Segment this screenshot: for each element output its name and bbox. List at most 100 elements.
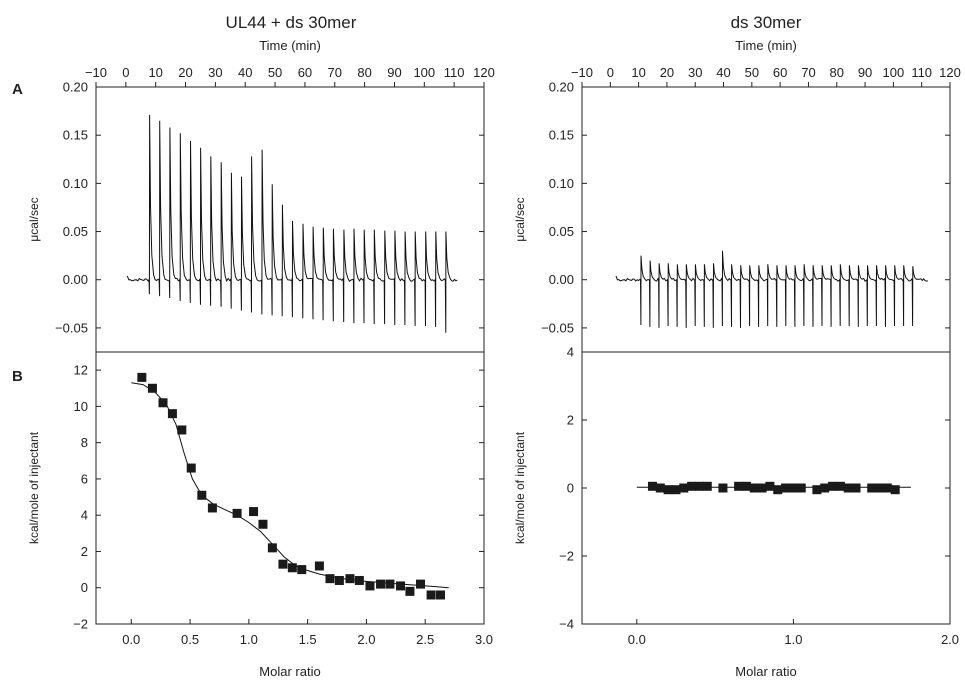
- panel-a-right-xtick-label: 40: [716, 65, 730, 80]
- panel-a-right-ytick-label: 0.05: [549, 224, 574, 239]
- panel-a-right-xtick-label: 70: [801, 65, 815, 80]
- panel-b-left-data-point: [177, 425, 187, 435]
- panel-a-left-xtick-label: 110: [444, 65, 465, 80]
- panel-b-left-data-point: [314, 561, 324, 571]
- panel-a-left-xtick-label: −10: [85, 65, 107, 80]
- panel-a-left-xtick-label: 40: [238, 65, 252, 80]
- panel-b-left-data-point: [167, 409, 177, 419]
- panel-a-left-ytick-label: −0.05: [55, 320, 88, 335]
- panel-a-left-ytick-label: 0.00: [63, 272, 88, 287]
- panel-b-right-data-point: [749, 483, 759, 493]
- panel-a-right-xtick-label: 20: [660, 65, 674, 80]
- panel-b-right-data-point: [679, 483, 689, 493]
- panel-b-right-data-point: [820, 483, 830, 493]
- panel-b-right-data-point: [788, 483, 798, 493]
- panel-b-left-ytick-label: 12: [74, 363, 88, 378]
- panel-b-left-data-point: [345, 574, 355, 584]
- panel-b-left-ytick-label: −2: [73, 617, 88, 632]
- panel-b-left-data-point: [435, 590, 445, 600]
- panel-a-right-ytick-label: −0.05: [541, 320, 574, 335]
- panel-b-right-data-point: [828, 481, 838, 491]
- panel-b-right-data-point: [741, 481, 751, 491]
- panel-b-right-data-point: [671, 485, 681, 495]
- panel-b-left-data-point: [197, 490, 207, 500]
- panel-b-left-data-point: [186, 463, 196, 473]
- panel-a-left-ytick-label: 0.15: [63, 128, 88, 143]
- panel-b-left-data-point: [385, 579, 395, 589]
- panel-b-right-data-point: [882, 483, 892, 493]
- panel-b-left-xtick-label: 2.5: [416, 632, 434, 647]
- panel-b-left-data-point: [278, 559, 288, 569]
- panel-b-right-data-point: [663, 485, 673, 495]
- panel-a-left-xtick-label: 60: [298, 65, 312, 80]
- panel-a-left-xtick-label: 30: [208, 65, 222, 80]
- panel-b-left-fit-curve: [131, 382, 449, 589]
- panel-a-right-thermogram-trace: [615, 250, 928, 328]
- panel-b-left-ytick-label: 6: [81, 471, 88, 486]
- panel-b-left-ytick-label: 0: [81, 580, 88, 595]
- panel-b-left-xtick-label: 0.0: [122, 632, 140, 647]
- panel-b-right-ylabel: kcal/mole of injectant: [513, 431, 527, 544]
- panel-b-right-xtick-label: 0.0: [628, 632, 646, 647]
- panel-b-left-data-point: [376, 579, 386, 589]
- panel-b-left-data-point: [334, 575, 344, 585]
- panel-b-left-ytick-label: 4: [81, 508, 88, 523]
- panel-a-right-xtick-label: 100: [883, 65, 905, 80]
- panel-b-left-data-point: [232, 508, 242, 518]
- right-column-title: ds 30mer: [731, 13, 802, 32]
- panel-b-left-xtick-label: 0.5: [181, 632, 199, 647]
- panel-b-right-data-point: [773, 485, 783, 495]
- panel-b-right-data-point: [890, 485, 900, 495]
- panel-b-right-data-point: [694, 481, 704, 491]
- panel-a-left-xtick-label: 10: [148, 65, 162, 80]
- panel-b-right-data-point: [835, 481, 845, 491]
- panel-a-right-ytick-label: 0.15: [549, 128, 574, 143]
- panel-b-right-ytick-label: −4: [559, 617, 574, 632]
- panel-b-left-frame: [95, 351, 485, 625]
- panel-a-left-xtick-label: 100: [413, 65, 435, 80]
- panel-a-right-xtick-label: 60: [773, 65, 787, 80]
- panel-a-right-xtick-label: 0: [607, 65, 614, 80]
- panel-b-right-ytick-label: 4: [567, 345, 574, 360]
- panel-b-right-ytick-label: 0: [567, 481, 574, 496]
- panel-b-right-data-point: [875, 483, 885, 493]
- panel-b-right-data-point: [702, 481, 712, 491]
- panel-b-right-data-point: [647, 481, 657, 491]
- panel-b-left-data-point: [158, 398, 168, 408]
- panel-b-left-ytick-label: 2: [81, 544, 88, 559]
- panel-a-right-ytick-label: 0.10: [549, 176, 574, 191]
- panel-b-right-data-point: [757, 483, 767, 493]
- panel-b-left-data-point: [416, 579, 426, 589]
- panel-b-right-data-point: [734, 481, 744, 491]
- panel-b-right-xtick-label: 2.0: [941, 632, 959, 647]
- panel-b-right-data-point: [687, 481, 697, 491]
- panel-b-left-data-point: [297, 565, 307, 575]
- panel-label-a: A: [12, 81, 23, 98]
- panel-a-right-xtick-label: 120: [939, 65, 961, 80]
- panel-b-right-data-point: [843, 483, 853, 493]
- panel-b-left-xlabel: Molar ratio: [259, 664, 320, 679]
- panel-b-right-data-point: [812, 485, 822, 495]
- panel-b-right-ytick-label: −2: [559, 549, 574, 564]
- panel-b-left-data-point: [354, 575, 364, 585]
- panel-b-left-xtick-label: 3.0: [475, 632, 493, 647]
- panel-a-left-xtick-label: 70: [328, 65, 342, 80]
- panel-b-right-xlabel: Molar ratio: [735, 664, 796, 679]
- panel-b-left-data-point: [396, 581, 406, 591]
- panel-b-left-ytick-label: 8: [81, 435, 88, 450]
- panel-b-left-data-point: [405, 586, 415, 596]
- panel-b-right-data-point: [718, 483, 728, 493]
- panel-a-right-xtick-label: 80: [830, 65, 844, 80]
- panel-b-left-data-point: [147, 383, 157, 393]
- panel-b-right-data-point: [765, 481, 775, 491]
- panel-b-right-data-point: [781, 483, 791, 493]
- panel-a-left-ytick-label: 0.05: [63, 224, 88, 239]
- panel-a-left-thermogram-trace: [126, 114, 458, 333]
- left-column-title: UL44 + ds 30mer: [226, 13, 357, 32]
- panel-a-left-xtick-label: 20: [178, 65, 192, 80]
- panel-b-left-data-point: [249, 507, 259, 517]
- panel-b-right-data-point: [851, 483, 861, 493]
- panel-b-right-ytick-label: 2: [567, 413, 574, 428]
- panel-a-right-xtick-label: 10: [631, 65, 645, 80]
- panel-a-right-ytick-label: 0.20: [549, 80, 574, 95]
